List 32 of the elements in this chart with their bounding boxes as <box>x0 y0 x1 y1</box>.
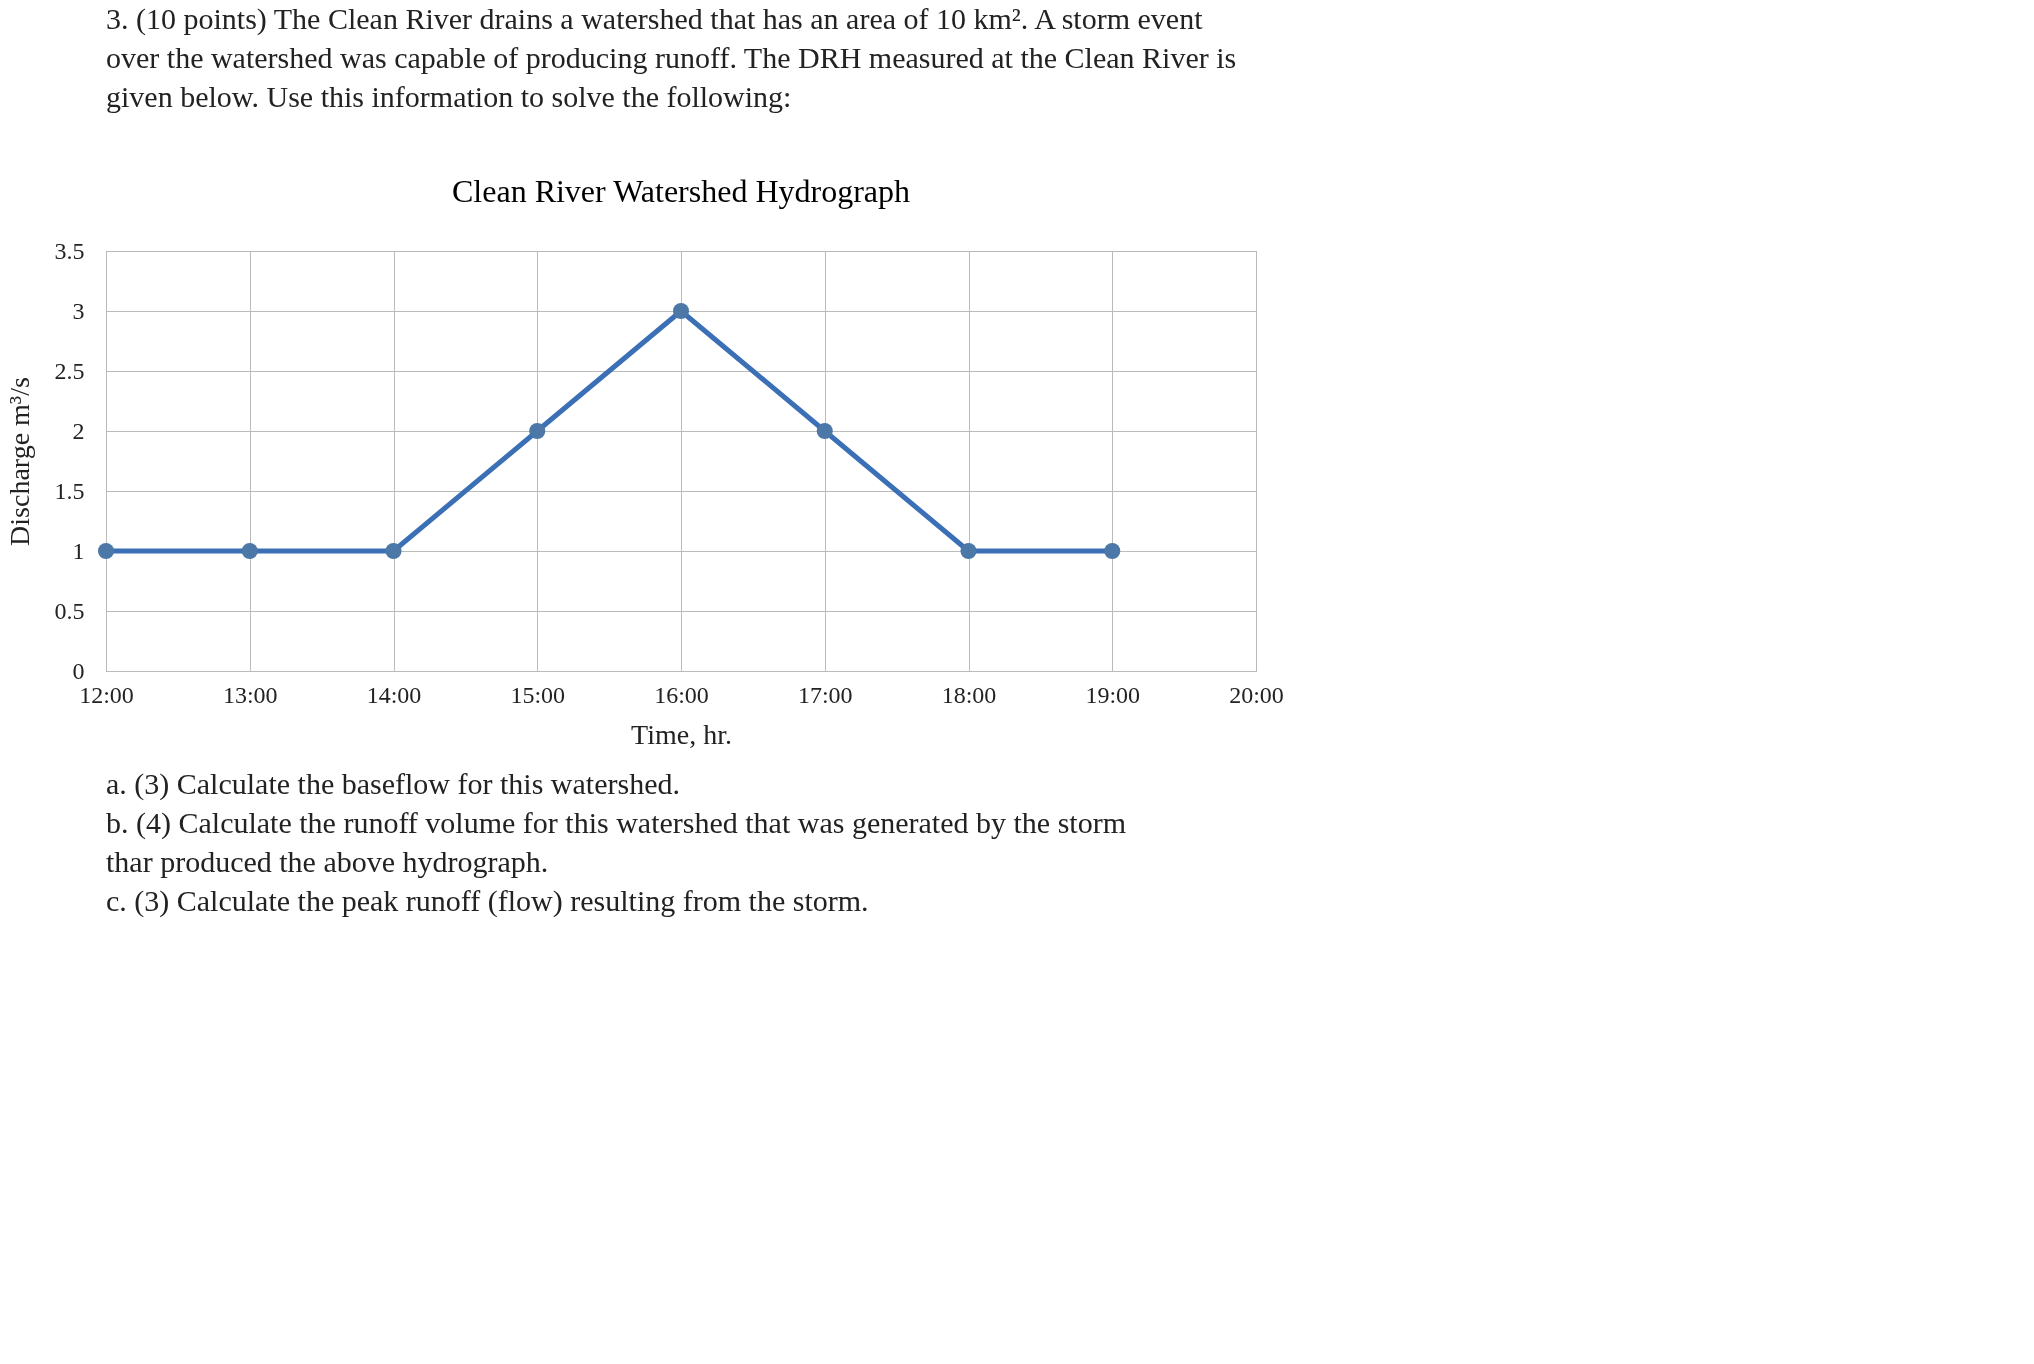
point <box>672 302 690 320</box>
x-tick-label: 13:00 <box>222 681 278 708</box>
x-tick-label: 16:00 <box>654 681 709 708</box>
text: 3. (10 points) The Clean River drains a watershed that has an area of 10 km². A storm event over the watershed was capable of producing runoff. The DRH measured at the Clean River is given below. Use this information to solve the following: <box>106 2 1237 113</box>
x-axis-title: Time, hr. <box>631 718 732 750</box>
text: c. (3) Calculate the peak runoff (flow) resulting from the storm. <box>106 884 869 918</box>
y-tick-label: 0.5 <box>54 597 85 624</box>
point <box>1104 542 1121 560</box>
point <box>97 542 115 560</box>
point <box>529 422 546 440</box>
point <box>960 542 977 560</box>
point <box>385 542 402 560</box>
x-tick-label: 20:00 <box>1229 681 1284 708</box>
y-tick-label: 3 <box>72 297 85 324</box>
x-tick-label: 14:00 <box>366 681 422 708</box>
x-tick-label: 19:00 <box>1085 681 1141 708</box>
x-tick-label: 17:00 <box>797 681 853 708</box>
y-tick-label: 2 <box>72 417 85 444</box>
chart-title: Clean River Watershed Hydrograph <box>451 173 911 209</box>
y-tick-label: 1.5 <box>54 477 85 504</box>
point <box>816 422 833 440</box>
point <box>241 542 258 560</box>
y-tick-label: 0 <box>72 657 85 684</box>
y-tick-label: 3.5 <box>54 237 85 264</box>
text: a. (3) Calculate the baseflow for this watershed. <box>106 767 680 801</box>
y-tick-label: 2.5 <box>54 357 85 384</box>
text: b. (4) Calculate the runoff volume for this watershed that was generated by the storm thar produced the above hydrograph. <box>106 806 1126 878</box>
y-axis-title: Discharge m³/s <box>3 377 35 546</box>
x-tick-label: 18:00 <box>941 681 997 708</box>
x-tick-label: 12:00 <box>79 681 134 708</box>
x-tick-label: 15:00 <box>510 681 566 708</box>
y-tick-label: 1 <box>72 537 85 564</box>
